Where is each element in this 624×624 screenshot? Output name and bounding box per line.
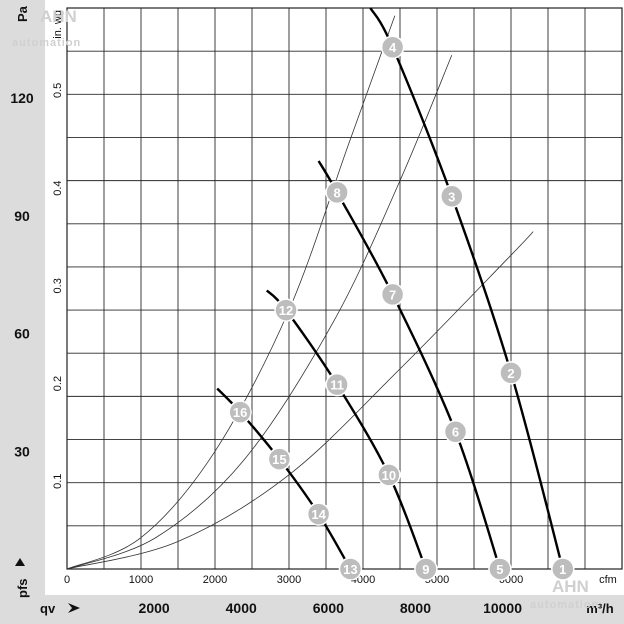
- operating-point-marker: 10: [377, 463, 401, 487]
- plot-frame: [66, 7, 623, 570]
- operating-point-marker: 5: [488, 557, 512, 581]
- y-tick-label-inwg: 0.2: [52, 376, 64, 391]
- operating-point-label: 3: [448, 189, 455, 204]
- operating-point-marker: 4: [380, 35, 405, 59]
- y-tick-label-pa: 60: [14, 326, 30, 342]
- operating-point-label: 11: [330, 378, 344, 393]
- y-tick-label-inwg: 0.5: [52, 83, 64, 98]
- operating-point-marker: 15: [267, 447, 292, 471]
- operating-point-circle: [414, 557, 438, 581]
- operating-point-circle: [443, 419, 468, 444]
- x-tick-label-m3h: 4000: [226, 600, 257, 616]
- x-axis-unit-cfm: cfm: [599, 574, 617, 586]
- operating-point-marker: 12: [274, 298, 298, 322]
- fan-curve-line: [265, 289, 428, 570]
- y-tick-label-inwg: 0.3: [52, 278, 64, 293]
- operating-point-circle: [325, 372, 349, 397]
- operating-point-label: 13: [343, 562, 357, 577]
- operating-point-marker: 7: [380, 282, 405, 307]
- operating-point-circle: [228, 400, 252, 424]
- system-curve-line: [66, 54, 453, 570]
- operating-point-marker: 3: [440, 184, 464, 209]
- operating-point-circle: [440, 184, 464, 209]
- x-tick-label-m3h: 2000: [139, 600, 170, 616]
- operating-point-circle: [267, 447, 292, 471]
- x-axis-unit-m3h: m³/h: [586, 601, 614, 616]
- operating-point-label: 8: [333, 185, 340, 200]
- operating-point-label: 15: [272, 452, 286, 467]
- operating-point-marker: 9: [414, 557, 438, 581]
- operating-point-circle: [306, 502, 331, 526]
- watermark-text: automation: [12, 37, 81, 49]
- operating-point-circle: [377, 463, 401, 487]
- operating-point-circle: [488, 557, 512, 581]
- y-tick-label-inwg: 0.4: [52, 180, 64, 195]
- operating-point-label: 4: [389, 40, 397, 55]
- operating-point-label: 14: [311, 507, 326, 522]
- x-tick-label-cfm: 1000: [129, 574, 153, 586]
- y-axis-label-pfs: pfs: [15, 579, 30, 599]
- operating-point-circle: [338, 557, 363, 581]
- operating-point-circle: [380, 282, 405, 307]
- operating-point-label: 1: [559, 562, 566, 577]
- bottom-axis-band: [0, 595, 624, 624]
- operating-point-label: 12: [279, 303, 293, 318]
- system-curves: [66, 15, 534, 570]
- x-tick-label-m3h: 8000: [400, 600, 431, 616]
- operating-point-marker: 1: [551, 557, 575, 581]
- y-axis-arrow: [15, 558, 25, 566]
- x-tick-label-cfm: 3000: [277, 574, 301, 586]
- x-axis-label-qv: qv: [40, 601, 56, 616]
- operating-point-label: 10: [382, 468, 396, 483]
- operating-point-circle: [380, 35, 405, 59]
- operating-point-marker: 8: [325, 180, 349, 205]
- operating-point-marker: 14: [306, 502, 331, 526]
- fan-curve-line: [317, 160, 502, 570]
- watermark-text-bottom: automation: [530, 599, 599, 611]
- operating-point-marker: 16: [228, 400, 252, 424]
- y-axis-unit-inwg: in. wg: [52, 10, 64, 39]
- operating-point-label: 16: [233, 405, 247, 420]
- x-axis-arrow: [68, 603, 80, 613]
- system-curve-line: [66, 231, 534, 570]
- operating-point-marker: 6: [443, 419, 468, 444]
- operating-point-circle: [325, 180, 349, 205]
- x-tick-label-m3h: 6000: [313, 600, 344, 616]
- operating-point-marker: 2: [499, 361, 523, 385]
- y-tick-label-pa: 30: [14, 443, 30, 459]
- x-tick-label-cfm: 0: [64, 574, 70, 586]
- x-tick-label-cfm: 2000: [203, 574, 227, 586]
- operating-point-label: 2: [507, 366, 514, 381]
- operating-point-label: 6: [452, 425, 459, 440]
- left-axis-band: [0, 0, 45, 624]
- operating-point-label: 7: [389, 287, 396, 302]
- operating-point-circle: [551, 557, 575, 581]
- y-axis-unit-pa: Pa: [15, 5, 30, 22]
- y-tick-label-inwg: 0.1: [52, 474, 64, 489]
- watermark: AHN automation AHN automation: [12, 7, 599, 611]
- watermark-logo-bottom: AHN: [552, 577, 589, 596]
- watermark-logo: AHN: [40, 7, 77, 26]
- operating-point-circle: [499, 361, 523, 385]
- x-tick-label-m3h: 10000: [483, 600, 522, 616]
- operating-point-label: 9: [422, 562, 429, 577]
- y-tick-label-pa: 90: [14, 208, 30, 224]
- operating-point-label: 5: [496, 562, 503, 577]
- system-curve-line: [66, 15, 396, 570]
- y-tick-label-pa: 120: [10, 90, 34, 106]
- axis-labels: 30 60 90 120 Pa pfs 0.1 0.2 0.3 0.4 0.5 in. wg 0 1000…: [10, 5, 617, 616]
- operating-point-circle: [274, 298, 298, 322]
- operating-point-marker: 13: [338, 557, 363, 581]
- plot-grid: [66, 7, 623, 570]
- operating-point-marker: 11: [325, 372, 349, 397]
